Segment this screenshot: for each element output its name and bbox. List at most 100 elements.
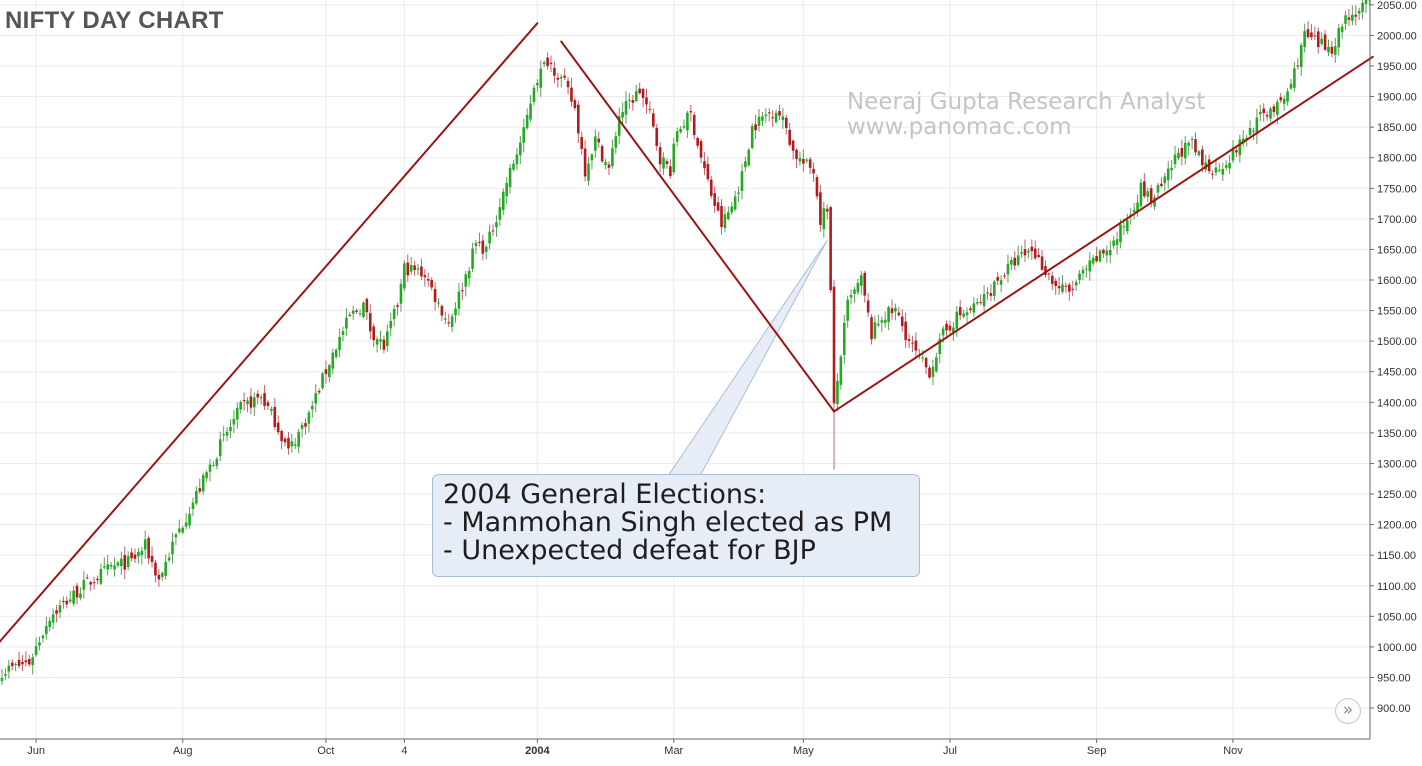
- candle-body: [284, 439, 287, 443]
- candle-body: [710, 180, 713, 196]
- candle-body: [560, 77, 563, 79]
- candle-body: [362, 303, 365, 317]
- candle-body: [570, 88, 573, 102]
- candle-body: [62, 601, 65, 602]
- candle-body: [154, 563, 157, 576]
- candle-body: [277, 423, 280, 432]
- candle-body: [720, 206, 723, 227]
- y-tick-label: 1150.00: [1377, 550, 1416, 562]
- candle-body: [1013, 258, 1016, 266]
- candle-body: [256, 394, 259, 398]
- candle-body: [1058, 286, 1061, 288]
- candle-body: [792, 141, 795, 151]
- candle-body: [775, 113, 778, 122]
- candle-body: [857, 283, 860, 292]
- candle-body: [812, 169, 815, 174]
- candle-body: [198, 488, 201, 491]
- candle-body: [393, 309, 396, 319]
- candle-body: [516, 155, 519, 165]
- watermark-line-1: Neeraj Gupta Research Analyst: [847, 90, 1205, 115]
- candle-body: [1344, 15, 1347, 23]
- candle-body: [383, 340, 386, 350]
- candle-body: [369, 313, 372, 331]
- candle-body: [113, 566, 116, 570]
- candle-body: [447, 322, 450, 323]
- candle-body: [328, 365, 331, 377]
- candle-body: [683, 126, 686, 127]
- candle-body: [103, 566, 106, 567]
- candle-body: [389, 321, 392, 328]
- candle-body: [1041, 256, 1044, 269]
- candle-body: [1116, 239, 1119, 245]
- candle-body: [860, 275, 863, 286]
- candle-body: [550, 63, 553, 64]
- candle-body: [1279, 97, 1282, 100]
- candle-body: [325, 369, 328, 374]
- candle-body: [417, 268, 420, 269]
- scroll-to-latest-button[interactable]: »: [1335, 698, 1361, 724]
- candle-body: [962, 314, 965, 317]
- candle-body: [996, 277, 999, 281]
- candle-body: [874, 322, 877, 338]
- candle-body: [291, 441, 294, 446]
- candle-body: [904, 322, 907, 340]
- candle-body: [239, 402, 242, 409]
- y-tick-label: 1550.00: [1377, 306, 1417, 318]
- candle-body: [823, 208, 826, 229]
- chart-title: NIFTY DAY CHART: [5, 7, 224, 35]
- y-tick-label: 900.00: [1377, 703, 1411, 715]
- x-tick-label: Jun: [27, 745, 45, 757]
- candle-body: [471, 249, 474, 269]
- candle-body: [243, 400, 246, 401]
- candle-body: [686, 113, 689, 131]
- candle-body: [478, 242, 481, 243]
- candle-body: [413, 265, 416, 270]
- candle-body: [519, 142, 522, 155]
- candle-body: [287, 438, 290, 448]
- candle-body: [482, 241, 485, 254]
- candle-body: [1160, 184, 1163, 186]
- candle-body: [1218, 170, 1221, 171]
- candle-body: [785, 118, 788, 128]
- candle-body: [1351, 15, 1354, 21]
- y-tick-label: 2000.00: [1377, 30, 1417, 42]
- candle-body: [707, 164, 710, 179]
- candle-body: [840, 357, 843, 385]
- candle-body: [744, 161, 747, 167]
- candle-body: [887, 307, 890, 322]
- candle-body: [1324, 34, 1327, 49]
- y-tick-label: 1200.00: [1377, 520, 1417, 532]
- callout-line-1: 2004 General Elections:: [443, 481, 909, 509]
- candle-body: [826, 209, 829, 212]
- candle-body: [100, 569, 103, 584]
- candle-body: [690, 111, 693, 112]
- candle-body: [1000, 280, 1003, 284]
- candle-body: [880, 320, 883, 322]
- candle-body: [181, 528, 184, 533]
- candle-body: [1082, 270, 1085, 274]
- y-tick-label: 1800.00: [1377, 153, 1417, 165]
- candle-body: [274, 407, 277, 427]
- candle-body: [458, 291, 461, 308]
- x-tick-label: 2004: [525, 745, 550, 757]
- x-tick-label: Oct: [317, 745, 334, 757]
- x-tick-label: Jul: [943, 745, 957, 757]
- candle-body: [608, 165, 611, 168]
- candle-body: [209, 465, 212, 472]
- candle-body: [1276, 102, 1279, 115]
- candle-body: [304, 423, 307, 427]
- candle-body: [31, 657, 34, 665]
- candle-body: [72, 591, 75, 604]
- candle-body: [1358, 11, 1361, 14]
- candle-body: [1300, 45, 1303, 67]
- candle-body: [42, 636, 45, 639]
- candle-body: [546, 58, 549, 66]
- candle-body: [539, 69, 542, 88]
- candle-body: [594, 136, 597, 150]
- candle-body: [117, 562, 120, 565]
- candle-body: [1140, 183, 1143, 206]
- candle-body: [580, 137, 583, 149]
- candle-body: [846, 300, 849, 321]
- candle-body: [645, 97, 648, 104]
- candle-body: [1317, 31, 1320, 47]
